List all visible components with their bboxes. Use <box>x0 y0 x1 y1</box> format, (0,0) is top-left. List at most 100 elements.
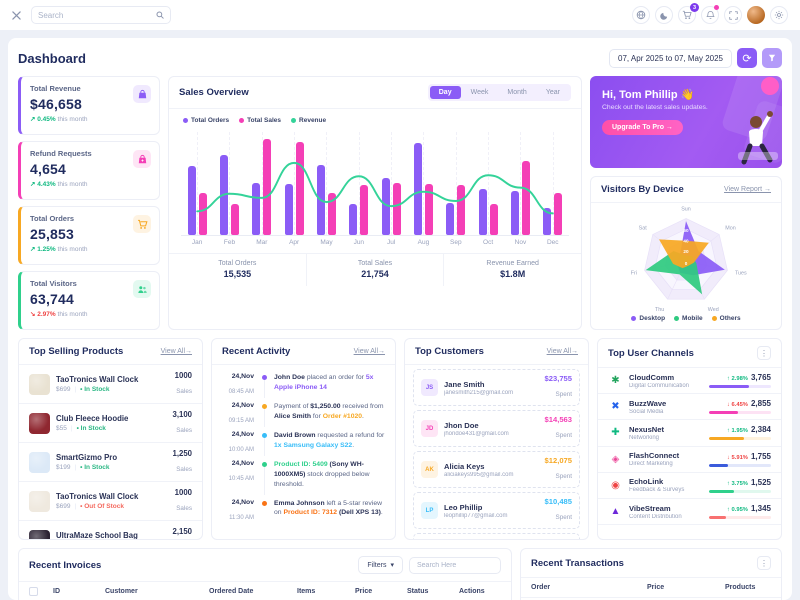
invoice-search-input[interactable] <box>409 556 501 574</box>
channel-row[interactable]: ▲ VibeStream Content Distribution ↑ 0.95% 1,… <box>598 499 781 526</box>
timeline-line <box>263 438 265 456</box>
customer-row[interactable]: JD Jhon Doe jhondoe431@gmail.com $14,563 Spe… <box>413 410 580 447</box>
recent-transactions-card: Recent Transactions ⋮ Order Price Products… <box>520 548 782 600</box>
transactions-menu-button[interactable]: ⋮ <box>757 556 771 570</box>
trend-arrow-icon: ↗ <box>30 181 38 188</box>
cart-icon[interactable]: 3 <box>678 3 699 24</box>
x-tick: Feb <box>223 239 236 246</box>
activity-item: 24,Nov 08:45 AM John Doe placed an order f… <box>212 369 395 398</box>
tab-week[interactable]: Week <box>470 89 489 96</box>
chevron-down-icon: ▾ <box>390 562 394 569</box>
activity-link[interactable]: Order #1020 <box>322 412 363 420</box>
legend-label: Total Sales <box>247 117 282 124</box>
activity-text: David Brown requested a refund for 1x Sa… <box>274 431 385 456</box>
search-box[interactable] <box>31 6 171 24</box>
x-tick: May <box>320 239 333 246</box>
product-thumbnail <box>29 373 50 395</box>
stock-badge: • In Stock <box>76 425 106 432</box>
x-tick: Sep <box>450 239 462 246</box>
bag-icon <box>133 85 151 103</box>
user-avatar[interactable] <box>747 6 765 24</box>
channel-row[interactable]: ◈ FlashConnect Direct Marketing ↓ 5.91% 1,75… <box>598 447 781 473</box>
x-tick: Oct <box>483 239 494 246</box>
product-thumbnail <box>29 490 50 512</box>
timeline-line <box>263 409 265 427</box>
trend-suffix: this month <box>57 116 88 123</box>
product-name: TaoTronics Wall Clock <box>56 375 139 384</box>
bar-total-orders <box>349 203 358 235</box>
customer-row[interactable]: JS Jane Smith janesmith215@gmail.com $23,75… <box>413 369 580 406</box>
customer-row[interactable]: LP Leo Phillip leophillip77@gmail.com $10,4… <box>413 492 580 529</box>
channel-row[interactable]: ✚ NexusNet Networking ↑ 1.95% 2,384 <box>598 420 781 447</box>
tab-month[interactable]: Month <box>507 89 527 96</box>
view-report-link[interactable]: View Report → <box>724 186 771 193</box>
activity-text-part: . <box>362 412 364 420</box>
activity-text-part: . <box>380 509 383 517</box>
product-row[interactable]: TaoTronics Wall Clock $699 | • In Stock 1000… <box>19 365 202 404</box>
channel-progress-fill <box>709 385 750 389</box>
product-row[interactable]: TaoTronics Wall Clock $699 | • Out Of Stock… <box>19 482 202 521</box>
customer-avatar: JD <box>421 420 438 437</box>
bar-group-dec <box>537 132 569 235</box>
product-sales-value: 3,100 <box>172 409 192 419</box>
customer-row[interactable]: BSBrenda Simpsonbrendasimpson075@gmail.c… <box>413 533 580 539</box>
filter-button[interactable] <box>762 48 782 68</box>
recent-activity-title: Recent Activity <box>222 346 291 357</box>
expand-icon[interactable] <box>724 6 742 24</box>
cart-badge: 3 <box>690 3 699 12</box>
bar-total-orders <box>413 143 422 235</box>
activity-text-part: for <box>311 412 323 420</box>
view-all-customers-link[interactable]: View All→ <box>546 348 578 355</box>
recent-invoices-title: Recent Invoices <box>29 559 102 571</box>
greeting-card: Hi, Tom Phillip 👋 Check out the latest s… <box>590 76 782 168</box>
stat-label: Refund Requests <box>30 149 92 158</box>
activity-text-part: $1,250.00 <box>310 403 341 410</box>
moon-icon[interactable] <box>655 6 673 24</box>
activity-link[interactable]: 1x Samsung Galaxy S22 <box>274 441 353 449</box>
date-range-picker[interactable]: 07, Apr 2025 to 07, May 2025 <box>609 48 732 68</box>
bar-total-orders <box>446 202 455 235</box>
column-header-customer: Customer <box>105 588 138 595</box>
filters-button[interactable]: Filters ▾ <box>358 556 403 574</box>
bar-group-oct <box>472 132 504 235</box>
customer-email: aliciakeys995@gmail.com <box>444 471 514 478</box>
trend-percent: 1.25% <box>37 246 58 253</box>
close-icon[interactable] <box>12 10 21 20</box>
stat-trend: ↘ 2.97% this month <box>30 310 150 318</box>
activity-link[interactable]: 5x Apple iPhone 14 <box>274 374 374 391</box>
view-all-products-link[interactable]: View All→ <box>160 348 192 355</box>
tab-year[interactable]: Year <box>545 89 560 96</box>
trend-suffix: this month <box>57 181 88 188</box>
channel-progress-fill <box>709 489 734 493</box>
channel-trend: ↑ 1.95% <box>727 428 748 435</box>
activity-link[interactable]: Product ID: 5409 <box>274 461 328 468</box>
channels-menu-button[interactable]: ⋮ <box>757 346 771 360</box>
view-all-activity-link[interactable]: View All→ <box>353 348 385 355</box>
channel-row[interactable]: ✖ BuzzWave Social Media ↓ 6.45% 2,855 <box>598 394 781 421</box>
customer-row[interactable]: AK Alicia Keys aliciakeys995@gmail.com $12,… <box>413 451 580 488</box>
channel-row[interactable]: ◉ EchoLink Feedback & Surveys ↑ 3.75% 1,525 <box>598 473 781 499</box>
search-input[interactable] <box>38 10 156 20</box>
activity-text-part: Payment of <box>274 403 311 410</box>
tab-day[interactable]: Day <box>429 86 461 99</box>
top-customers-title: Top Customers <box>415 346 484 357</box>
svg-text:0: 0 <box>685 261 688 266</box>
refresh-button[interactable]: ⟳ <box>737 48 757 68</box>
svg-text:Tues: Tues <box>735 271 747 277</box>
legend-label: Revenue <box>299 117 327 124</box>
product-row[interactable]: Club Fleece Hoodie $55 | • In Stock 3,100 Sal… <box>19 404 202 443</box>
select-all-checkbox[interactable] <box>29 587 38 596</box>
gear-icon[interactable] <box>770 6 788 24</box>
upgrade-pro-button[interactable]: Upgrade To Pro → <box>602 120 683 135</box>
channel-trend: ↑ 3.75% <box>727 480 748 487</box>
cloudcomm-logo-icon: ✱ <box>611 375 620 387</box>
stat-trend: ↗ 1.25% this month <box>30 245 150 253</box>
product-row[interactable]: SmartGizmo Pro $199 | • In Stock 1,250 Sales <box>19 443 202 482</box>
bell-icon[interactable] <box>701 5 719 24</box>
globe-icon[interactable] <box>632 6 650 24</box>
activity-link[interactable]: Product ID: 7312 <box>283 509 338 517</box>
trend-arrow-icon: ↘ <box>30 311 38 318</box>
product-sales-value: 1000 <box>174 370 192 380</box>
product-row[interactable]: UltraMaze School Bag$89|• In Stock2,150S… <box>19 521 202 539</box>
channel-row[interactable]: ✱ CloudComm Digital Communication ↑ 2.98% 3,… <box>598 368 781 395</box>
